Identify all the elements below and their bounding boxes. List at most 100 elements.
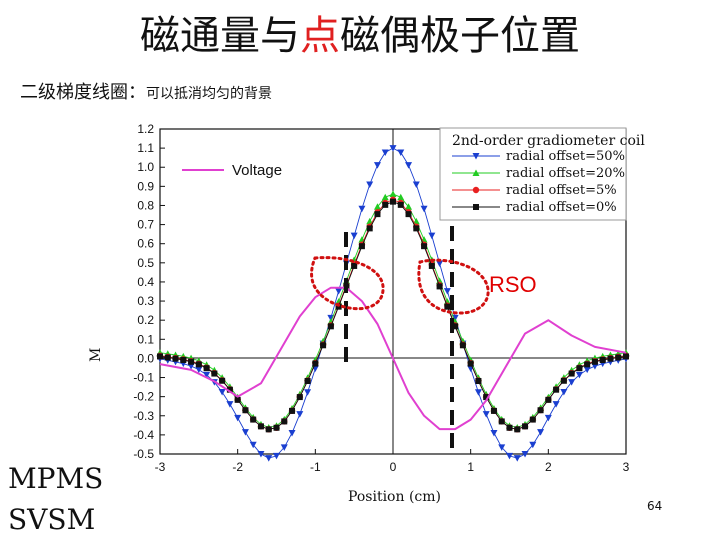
series-point (172, 355, 179, 362)
series-point (482, 411, 490, 418)
series-point (335, 288, 343, 295)
series-point (514, 426, 521, 433)
legend-marker (472, 153, 480, 160)
series-point (568, 379, 576, 386)
series-point (358, 243, 365, 250)
series-point (366, 181, 374, 189)
series-point (537, 407, 544, 414)
series-point (327, 323, 334, 330)
series-point (436, 283, 443, 290)
series-point (389, 190, 397, 197)
series-point (289, 407, 296, 414)
series-point (452, 323, 459, 330)
y-tick-label: 0.8 (137, 198, 154, 212)
series-point (366, 225, 373, 232)
y-tick-label: 0.7 (137, 218, 154, 232)
series-point (397, 201, 404, 208)
voltage-label: Voltage (232, 162, 282, 179)
series-point (475, 378, 482, 385)
series-point (405, 211, 412, 218)
series-point (211, 370, 218, 377)
series-point (413, 225, 420, 232)
series-point (195, 361, 202, 368)
series-point (568, 370, 575, 377)
series-point (389, 145, 397, 152)
series-point (483, 394, 490, 401)
y-tick-label: -0.2 (133, 390, 154, 404)
x-tick-label: 1 (467, 460, 474, 474)
series-point (382, 201, 389, 208)
series-point (560, 388, 568, 396)
series-point (397, 149, 405, 156)
series-point (529, 416, 536, 423)
series-point (195, 366, 203, 374)
series-point (226, 401, 234, 408)
series-point (560, 377, 567, 384)
series-point (545, 396, 552, 403)
series-point (412, 181, 420, 189)
series-point (241, 429, 249, 436)
x-tick-label: 0 (390, 460, 397, 474)
title-accent: 点 (300, 13, 340, 59)
y-tick-label: 1.1 (137, 141, 154, 155)
series-point (544, 414, 552, 422)
series-point (280, 444, 288, 451)
y-tick-label: 0.3 (137, 294, 154, 308)
y-tick-label: 0.2 (137, 313, 154, 327)
legend-entry: radial offset=20% (506, 166, 625, 181)
series-point (188, 358, 195, 365)
series-point (203, 365, 210, 372)
y-tick-label: 0.0 (137, 351, 154, 365)
series-point (203, 371, 211, 379)
series-point (351, 262, 358, 269)
title-part2: 磁偶极子位置 (340, 13, 580, 59)
series-point (265, 455, 273, 462)
series-point (576, 365, 583, 372)
y-tick-label: -0.4 (133, 428, 154, 442)
series-point (421, 243, 428, 250)
series-point (304, 378, 311, 385)
series-point (381, 149, 389, 156)
legend-entry: radial offset=5% (506, 183, 617, 198)
series-point (443, 288, 451, 295)
legend-title: 2nd-order gradiometer coil (452, 133, 645, 149)
series-point (405, 203, 413, 210)
series-point (320, 342, 327, 349)
y-tick-label: 1.2 (137, 122, 154, 136)
series-point (474, 389, 482, 396)
series-point (304, 389, 312, 396)
series-point (249, 441, 257, 449)
series-point (257, 451, 265, 458)
legend-marker (473, 204, 479, 210)
series-point (553, 386, 560, 393)
rso-ellipse-right (417, 258, 490, 315)
series-point (521, 451, 529, 458)
legend-marker (472, 186, 480, 194)
voltage-legend: Voltage (182, 162, 282, 179)
label-svsm: SVSM (8, 503, 96, 536)
series-point (436, 260, 444, 268)
series-point (234, 396, 241, 403)
series-point (312, 360, 319, 367)
series-point (390, 198, 396, 205)
series-point (405, 162, 413, 169)
legend-box (439, 127, 627, 221)
y-tick-label: -0.3 (133, 409, 154, 423)
y-axis-label: M (88, 348, 104, 362)
series-point (428, 232, 436, 240)
y-tick-label: 1.0 (137, 160, 154, 174)
series-point (552, 401, 560, 408)
series-point (607, 355, 614, 362)
series-point (623, 353, 629, 360)
series-point (444, 303, 451, 310)
rso-ellipse-left (310, 256, 385, 311)
series-point (335, 303, 342, 310)
series-point (358, 205, 366, 213)
series-point (296, 411, 304, 418)
series-point (374, 211, 381, 218)
series-point (506, 424, 513, 431)
page-number: 64 (647, 499, 663, 513)
series-point (180, 356, 187, 363)
series-point (467, 360, 474, 367)
